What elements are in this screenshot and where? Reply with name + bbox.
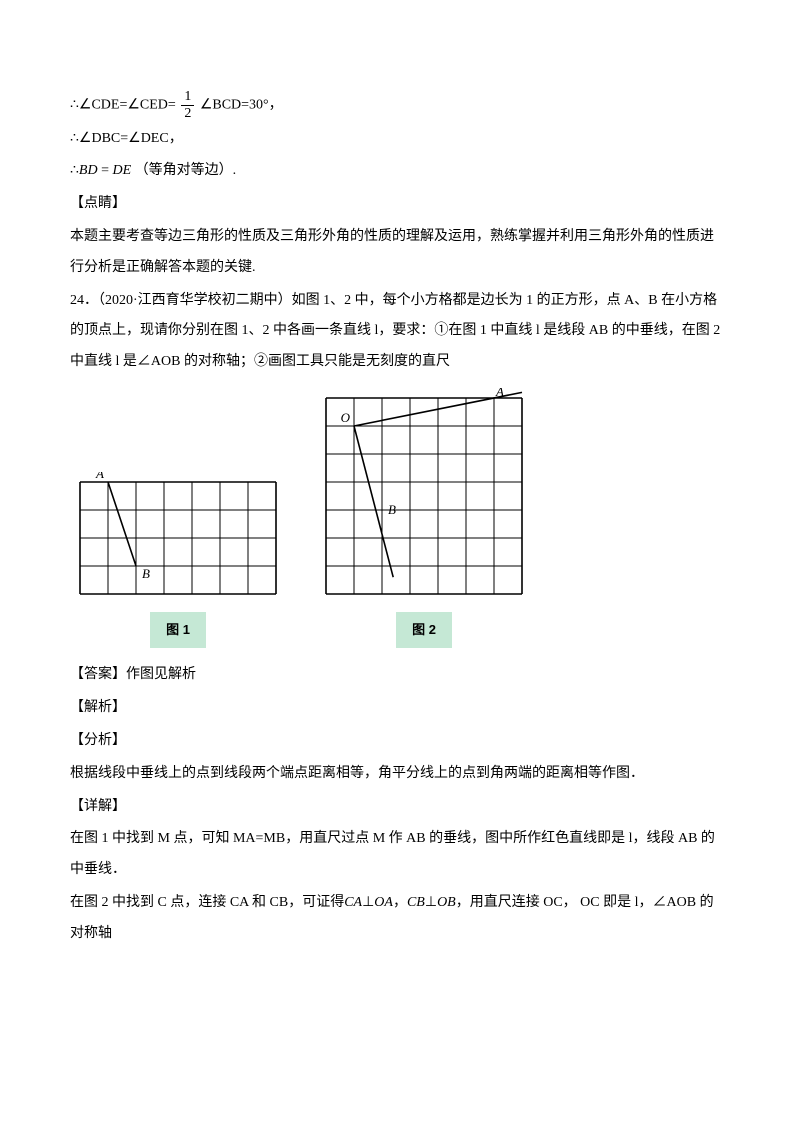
svg-text:O: O (341, 410, 351, 425)
answer-label: 【答案】 (70, 667, 126, 682)
jiexi-label: 【解析】 (70, 693, 724, 724)
prev-step3: ∴BD = DE （等角对等边）. (70, 156, 724, 187)
q24-stem: 24．（2020·江西育华学校初二期中）如图 1、2 中，每个小方格都是边长为 … (70, 286, 724, 378)
figure-1: AB (70, 472, 286, 604)
fig2-perp2: ⊥ (425, 895, 437, 910)
page: ∴∠CDE=∠CED= 1 2 ∠BCD=30°， ∴∠DBC=∠DEC， ∴B… (0, 0, 794, 1123)
frac-den: 2 (181, 106, 194, 121)
fig2-perp1: ⊥ (362, 895, 374, 910)
fig2-cb: CB (407, 895, 425, 910)
fenxi-label: 【分析】 (70, 726, 724, 757)
fraction: 1 2 (181, 90, 194, 121)
fig2-explain: 在图 2 中找到 C 点，连接 CA 和 CB，可证得CA⊥OA，CB⊥OB，用… (70, 888, 724, 950)
step3-pre: ∴ (70, 163, 79, 178)
step3-de: DE (113, 163, 132, 178)
fig1-explain: 在图 1 中找到 M 点，可知 MA=MB，用直尺过点 M 作 AB 的垂线，图… (70, 824, 724, 886)
fig2-ob: OB (437, 895, 456, 910)
fig2-pre: 在图 2 中找到 C 点，连接 CA 和 CB，可证得 (70, 895, 344, 910)
svg-text:A: A (495, 388, 504, 399)
q24-number: 24． (70, 293, 98, 308)
figure-1-label: 图 1 (150, 612, 206, 649)
hint-text: 本题主要考查等边三角形的性质及三角形外角的性质的理解及运用，熟练掌握并利用三角形… (70, 222, 724, 284)
q24-source: （2020·江西育华学校初二期中） (98, 293, 292, 308)
svg-text:A: A (95, 472, 104, 481)
answer-text: 作图见解析 (126, 667, 196, 682)
xiangjie-label: 【详解】 (70, 792, 724, 823)
step3-post: （等角对等边）. (131, 163, 236, 178)
fig2-oa: OA (374, 895, 393, 910)
figure-2-block: O A B 图 2 (316, 388, 532, 649)
prev-step1: ∴∠CDE=∠CED= 1 2 ∠BCD=30°， (70, 90, 724, 122)
figure-1-block: AB 图 1 (70, 472, 286, 649)
hint-label: 【点睛】 (70, 189, 724, 220)
step1-pre: ∴∠CDE=∠CED= (70, 98, 179, 113)
fig2-comma: ， (393, 895, 407, 910)
figures-row: AB 图 1 OAB 图 2 (70, 388, 724, 649)
svg-text:B: B (142, 566, 150, 581)
svg-text:B: B (388, 502, 396, 517)
step3-bd: BD (79, 163, 98, 178)
prev-step2: ∴∠DBC=∠DEC， (70, 124, 724, 155)
frac-num: 1 (181, 90, 194, 106)
fenxi-text: 根据线段中垂线上的点到线段两个端点距离相等，角平分线上的点到角两端的距离相等作图… (70, 759, 724, 790)
step1-post: ∠BCD=30°， (200, 98, 283, 113)
fig2-ca: CA (344, 895, 362, 910)
answer-line: 【答案】作图见解析 (70, 660, 724, 691)
step3-eq: = (98, 163, 113, 178)
figure-2-label: 图 2 (396, 612, 452, 649)
figure-2: O A B (316, 388, 532, 604)
